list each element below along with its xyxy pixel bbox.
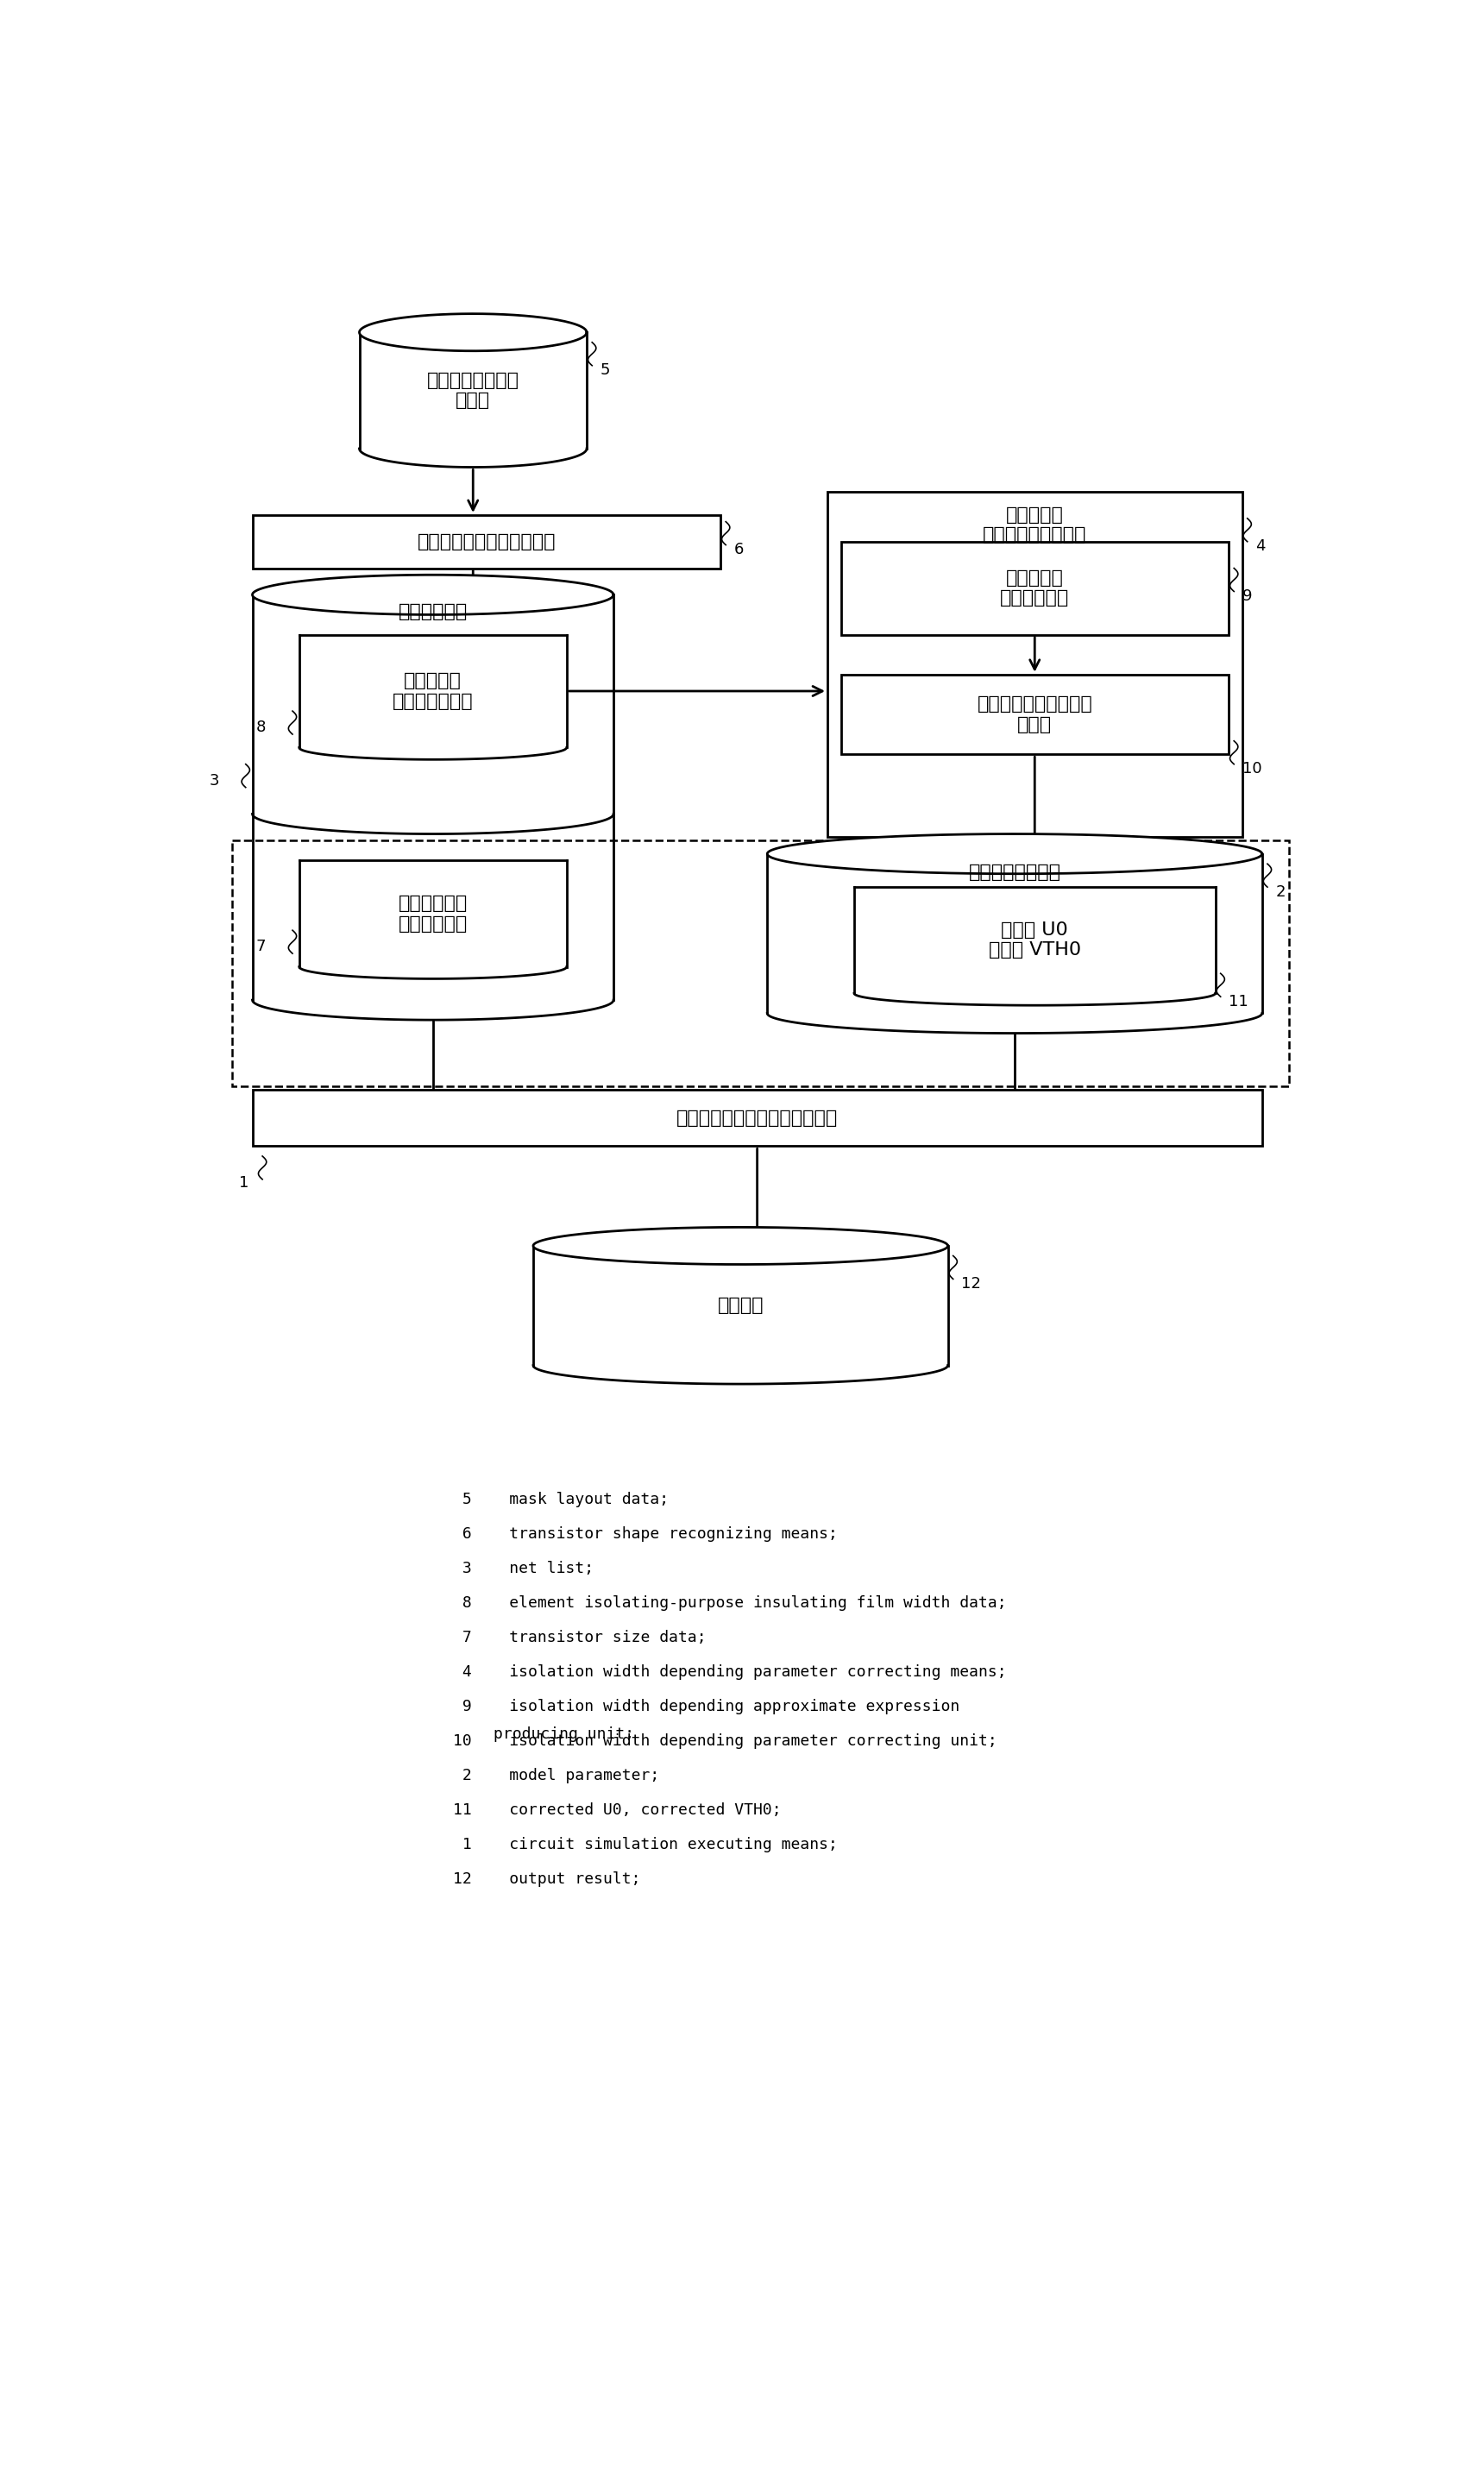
Text: トランジスタ形状認識手段: トランジスタ形状認識手段	[417, 532, 555, 550]
Bar	[252, 515, 720, 569]
Polygon shape	[855, 993, 1215, 1006]
Text: 1    circuit simulation executing means;: 1 circuit simulation executing means;	[453, 1836, 837, 1854]
Polygon shape	[767, 833, 1261, 873]
Text: 5: 5	[600, 362, 610, 377]
Text: 3    net list;: 3 net list;	[453, 1560, 594, 1575]
Text: ネットリスト: ネットリスト	[398, 604, 467, 621]
Text: 分離幅依存
近似式生成部: 分離幅依存 近似式生成部	[1000, 569, 1070, 606]
Text: 8: 8	[255, 720, 266, 735]
Text: 4: 4	[1255, 537, 1266, 555]
Text: 1: 1	[239, 1176, 249, 1191]
Text: マスクレイアウト
データ: マスクレイアウト データ	[427, 372, 519, 409]
Text: 10    isolation width depending parameter correcting unit;: 10 isolation width depending parameter c…	[453, 1733, 997, 1750]
Text: 4    isolation width depending parameter correcting means;: 4 isolation width depending parameter co…	[453, 1664, 1006, 1679]
Polygon shape	[359, 333, 586, 449]
Text: 10: 10	[1242, 762, 1261, 776]
Text: 3: 3	[209, 774, 220, 789]
Text: 5    mask layout data;: 5 mask layout data;	[453, 1491, 669, 1506]
Text: 7    transistor size data;: 7 transistor size data;	[453, 1629, 706, 1644]
Polygon shape	[300, 747, 567, 759]
Bar	[252, 1090, 1261, 1146]
Text: 補正後 U0
補正後 VTH0: 補正後 U0 補正後 VTH0	[988, 922, 1080, 959]
Polygon shape	[359, 313, 586, 350]
Polygon shape	[300, 634, 567, 747]
Text: 分離幅依存パラメータ
補正部: 分離幅依存パラメータ 補正部	[976, 695, 1092, 732]
Polygon shape	[767, 853, 1261, 1013]
Text: producing unit;: producing unit;	[493, 1726, 634, 1743]
Polygon shape	[252, 574, 613, 614]
Text: 9: 9	[1242, 589, 1252, 604]
Text: 6: 6	[733, 542, 743, 557]
Bar	[841, 675, 1229, 754]
Polygon shape	[300, 860, 567, 966]
Text: 11    corrected U0, corrected VTH0;: 11 corrected U0, corrected VTH0;	[453, 1802, 782, 1819]
Text: 8    element isolating-purpose insulating film width data;: 8 element isolating-purpose insulating f…	[453, 1595, 1006, 1610]
Polygon shape	[533, 1245, 948, 1366]
Text: 6    transistor shape recognizing means;: 6 transistor shape recognizing means;	[453, 1526, 837, 1541]
Bar	[828, 493, 1242, 838]
Polygon shape	[252, 1001, 613, 1021]
Text: 2    model parameter;: 2 model parameter;	[453, 1767, 659, 1785]
Polygon shape	[855, 887, 1215, 993]
Text: トランジスタ
サイズデータ: トランジスタ サイズデータ	[398, 895, 467, 932]
Text: 12: 12	[962, 1277, 981, 1292]
Polygon shape	[252, 594, 613, 813]
Text: 分離幅依存
パラメータ補正手段: 分離幅依存 パラメータ補正手段	[982, 505, 1086, 545]
Polygon shape	[300, 966, 567, 979]
Bar	[233, 841, 1288, 1087]
Text: モデルパラメータ: モデルパラメータ	[969, 863, 1061, 880]
Text: 9    isolation width depending approximate expression: 9 isolation width depending approximate …	[453, 1698, 960, 1716]
Polygon shape	[533, 1228, 948, 1265]
Text: 素子分離用
絶縁膜幅データ: 素子分離用 絶縁膜幅データ	[392, 673, 473, 710]
Text: 7: 7	[255, 939, 266, 954]
Text: 回路シミュレーション実行手段: 回路シミュレーション実行手段	[677, 1109, 838, 1127]
Text: 11: 11	[1229, 993, 1248, 1008]
Bar	[841, 542, 1229, 634]
Text: 2: 2	[1275, 885, 1285, 900]
Text: 12    output result;: 12 output result;	[453, 1871, 641, 1888]
Text: 出力結果: 出力結果	[717, 1297, 764, 1314]
